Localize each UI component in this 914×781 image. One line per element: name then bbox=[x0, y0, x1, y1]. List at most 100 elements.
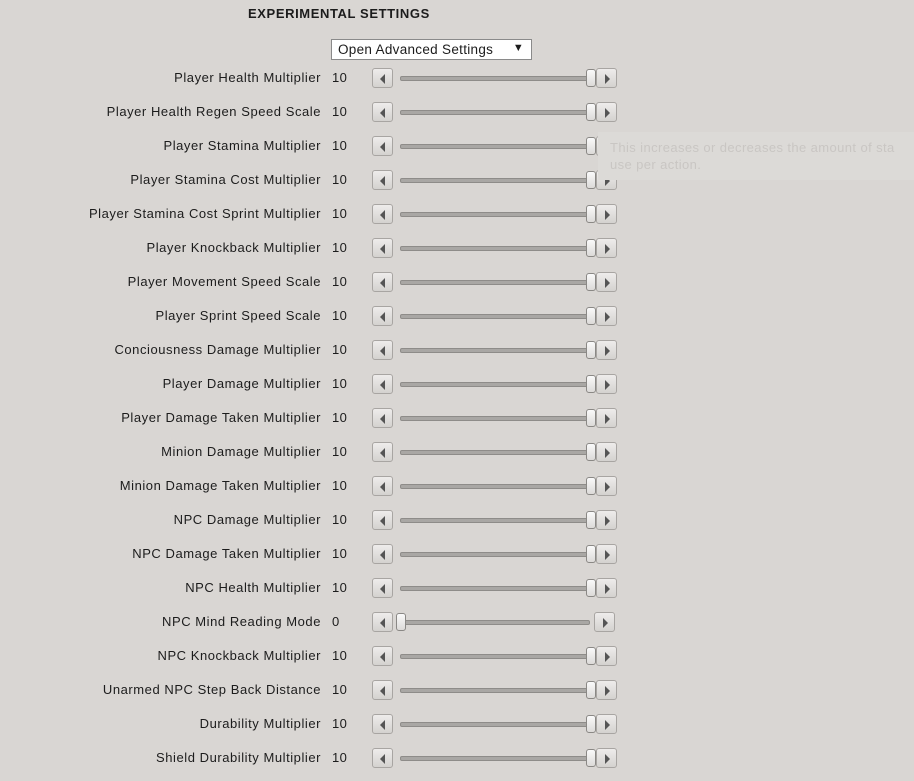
slider-knob[interactable] bbox=[586, 681, 596, 699]
slider-increase[interactable] bbox=[596, 442, 617, 462]
slider-decrease[interactable] bbox=[372, 510, 393, 530]
slider-knob[interactable] bbox=[586, 239, 596, 257]
slider-decrease[interactable] bbox=[372, 272, 393, 292]
setting-label: Player Knockback Multiplier bbox=[146, 240, 321, 255]
setting-value: 10 bbox=[332, 648, 348, 663]
slider-decrease[interactable] bbox=[372, 680, 393, 700]
slider-increase[interactable] bbox=[596, 306, 617, 326]
slider-track bbox=[400, 586, 590, 591]
slider-increase[interactable] bbox=[596, 68, 617, 88]
slider-track bbox=[400, 348, 590, 353]
slider-knob[interactable] bbox=[586, 647, 596, 665]
slider-track bbox=[400, 450, 590, 455]
slider-track bbox=[400, 314, 590, 319]
setting-label: Player Sprint Speed Scale bbox=[155, 308, 321, 323]
dropdown-arrow: ▼ bbox=[512, 42, 524, 54]
slider-increase[interactable] bbox=[596, 272, 617, 292]
slider-decrease[interactable] bbox=[372, 238, 393, 258]
dropdown-label: Open Advanced Settings bbox=[338, 42, 494, 57]
slider-knob[interactable] bbox=[586, 409, 596, 427]
slider-track bbox=[400, 382, 590, 387]
setting-value: 10 bbox=[332, 716, 348, 731]
slider-knob[interactable] bbox=[586, 137, 596, 155]
setting-label: Player Damage Multiplier bbox=[162, 376, 321, 391]
setting-value: 10 bbox=[332, 342, 348, 357]
slider-increase[interactable] bbox=[596, 578, 617, 598]
slider-increase[interactable] bbox=[594, 612, 615, 632]
slider-decrease[interactable] bbox=[372, 544, 393, 564]
setting-label: Durability Multiplier bbox=[199, 716, 321, 731]
slider-decrease[interactable] bbox=[372, 646, 393, 666]
slider-decrease[interactable] bbox=[372, 374, 393, 394]
slider-knob[interactable] bbox=[586, 749, 596, 767]
setting-value: 10 bbox=[332, 138, 348, 153]
slider-knob[interactable] bbox=[396, 613, 406, 631]
slider-decrease[interactable] bbox=[372, 136, 393, 156]
slider-knob[interactable] bbox=[586, 579, 596, 597]
setting-value: 10 bbox=[332, 172, 348, 187]
slider-increase[interactable] bbox=[596, 646, 617, 666]
setting-label: Player Movement Speed Scale bbox=[127, 274, 321, 289]
slider-track bbox=[400, 654, 590, 659]
slider-track bbox=[400, 212, 590, 217]
slider-track bbox=[400, 246, 590, 251]
slider-increase[interactable] bbox=[596, 408, 617, 428]
slider-increase[interactable] bbox=[596, 340, 617, 360]
setting-label: Player Stamina Multiplier bbox=[163, 138, 321, 153]
slider-decrease[interactable] bbox=[372, 748, 393, 768]
slider-knob[interactable] bbox=[586, 171, 596, 189]
slider-increase[interactable] bbox=[596, 714, 617, 734]
slider-knob[interactable] bbox=[586, 545, 596, 563]
slider-increase[interactable] bbox=[596, 544, 617, 564]
setting-value: 10 bbox=[332, 750, 348, 765]
slider-decrease[interactable] bbox=[372, 204, 393, 224]
slider-increase[interactable] bbox=[596, 204, 617, 224]
setting-value: 0 bbox=[332, 614, 340, 629]
slider-increase[interactable] bbox=[596, 238, 617, 258]
slider-decrease[interactable] bbox=[372, 306, 393, 326]
slider-knob[interactable] bbox=[586, 273, 596, 291]
setting-label: Unarmed NPC Step Back Distance bbox=[102, 682, 321, 697]
setting-label: Conciousness Damage Multiplier bbox=[114, 342, 321, 357]
slider-knob[interactable] bbox=[586, 69, 596, 87]
slider-decrease[interactable] bbox=[372, 408, 393, 428]
slider-increase[interactable] bbox=[596, 102, 617, 122]
slider-knob[interactable] bbox=[586, 205, 596, 223]
slider-track bbox=[400, 688, 590, 693]
setting-value: 10 bbox=[332, 376, 348, 391]
setting-value: 10 bbox=[332, 444, 348, 459]
slider-knob[interactable] bbox=[586, 511, 596, 529]
slider-increase[interactable] bbox=[596, 476, 617, 496]
slider-track bbox=[400, 76, 590, 81]
slider-decrease[interactable] bbox=[372, 612, 393, 632]
slider-decrease[interactable] bbox=[372, 170, 393, 190]
setting-value: 10 bbox=[332, 410, 348, 425]
slider-knob[interactable] bbox=[586, 715, 596, 733]
tooltip-line: This increases or decreases the amount o… bbox=[610, 140, 895, 155]
slider-knob[interactable] bbox=[586, 307, 596, 325]
slider-knob[interactable] bbox=[586, 477, 596, 495]
slider-increase[interactable] bbox=[596, 680, 617, 700]
slider-increase[interactable] bbox=[596, 748, 617, 768]
slider-decrease[interactable] bbox=[372, 476, 393, 496]
slider-decrease[interactable] bbox=[372, 340, 393, 360]
slider-knob[interactable] bbox=[586, 341, 596, 359]
setting-label: Player Health Multiplier bbox=[174, 70, 321, 85]
dropdown[interactable]: Open Advanced Settings ▼ bbox=[331, 39, 532, 60]
slider-track bbox=[400, 484, 590, 489]
slider-knob[interactable] bbox=[586, 443, 596, 461]
setting-label: Minion Damage Multiplier bbox=[161, 444, 321, 459]
slider-knob[interactable] bbox=[586, 103, 596, 121]
slider-track bbox=[400, 722, 590, 727]
slider-decrease[interactable] bbox=[372, 578, 393, 598]
slider-increase[interactable] bbox=[596, 374, 617, 394]
setting-value: 10 bbox=[332, 70, 348, 85]
slider-increase[interactable] bbox=[596, 510, 617, 530]
slider-decrease[interactable] bbox=[372, 68, 393, 88]
slider-decrease[interactable] bbox=[372, 714, 393, 734]
setting-label: Player Stamina Cost Sprint Multiplier bbox=[88, 206, 321, 221]
slider-decrease[interactable] bbox=[372, 102, 393, 122]
slider-knob[interactable] bbox=[586, 375, 596, 393]
slider-decrease[interactable] bbox=[372, 442, 393, 462]
